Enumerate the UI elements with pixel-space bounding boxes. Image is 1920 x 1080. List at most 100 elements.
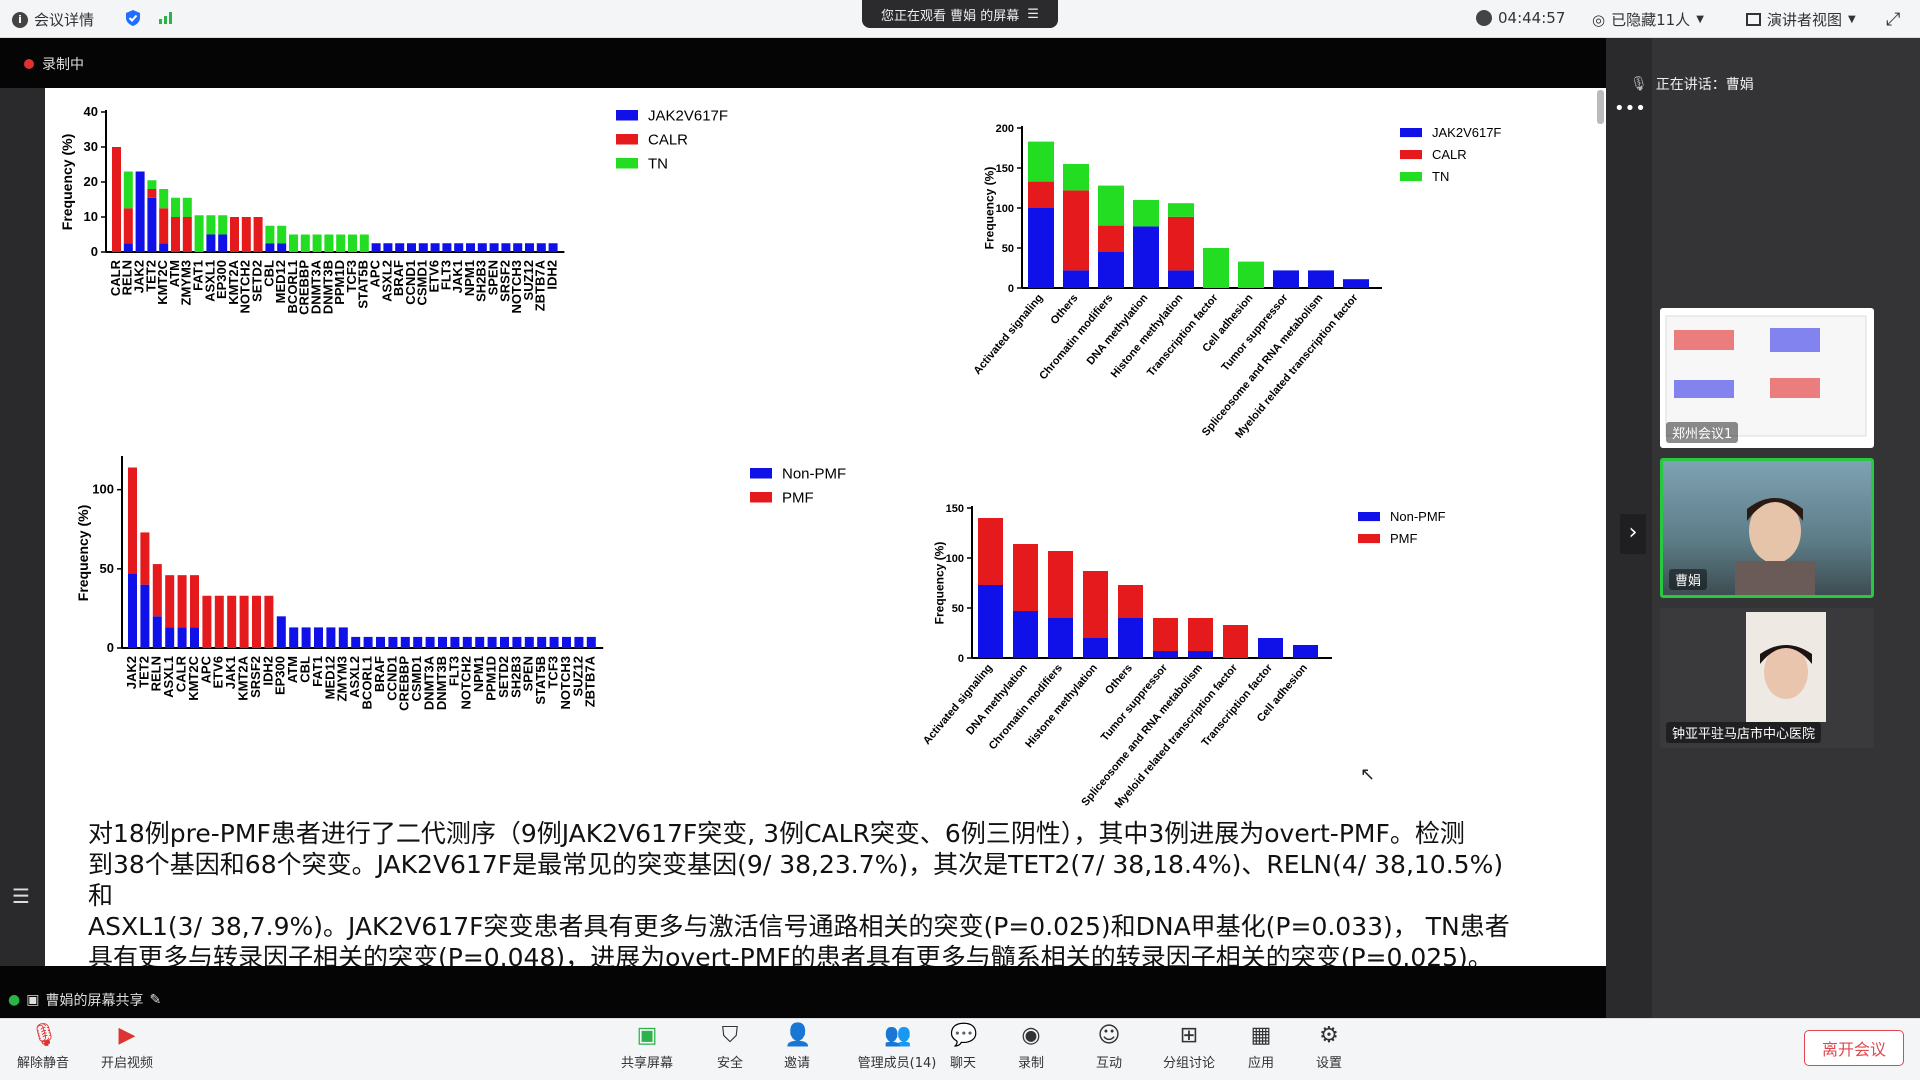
bar-segment	[218, 234, 228, 252]
participant-tile-2[interactable]: 曹娟	[1660, 458, 1874, 598]
view-mode-dropdown[interactable]: 演讲者视图 ▼	[1746, 9, 1856, 30]
bar-segment	[1098, 225, 1124, 252]
security-button[interactable]: ⛉ 安全	[695, 1023, 765, 1071]
fullscreen-icon[interactable]: ⤢	[1886, 9, 1901, 30]
menu-icon[interactable]: ☰	[1027, 6, 1039, 22]
slide-line-3: ASXL1(3/ 38,7.9%)。JAK2V617F突变患者具有更多与激活信号…	[88, 912, 1510, 941]
apps-button[interactable]: ▦ 应用	[1226, 1023, 1296, 1071]
x-tick-label: ZBTB7A	[583, 655, 598, 707]
members-button[interactable]: 👥 管理成员(14)	[842, 1023, 952, 1071]
y-tick-label: 50	[100, 561, 114, 576]
bar-segment	[466, 243, 475, 252]
x-tick-label: FLT3	[446, 656, 461, 686]
leave-meeting-button[interactable]: 离开会议	[1804, 1030, 1904, 1066]
x-tick-label: MED12	[322, 656, 337, 699]
x-tick-label: SETD2	[250, 260, 265, 302]
security-shield-icon[interactable]	[124, 9, 142, 27]
signal-icon[interactable]	[158, 9, 176, 25]
bar-segment	[475, 636, 485, 648]
x-tick-label: Others	[1103, 662, 1135, 697]
x-tick-label: NOTCH3	[509, 260, 524, 313]
bar-segment	[194, 215, 204, 252]
meeting-info-label: 会议详情	[34, 11, 95, 29]
gear-icon: ⚙	[1319, 1023, 1339, 1048]
bar-segment	[206, 234, 216, 252]
x-tick-label: SPEN	[521, 656, 536, 691]
bar-segment	[1048, 551, 1073, 618]
x-tick-label: CSMD1	[409, 656, 424, 702]
bar-segment	[1013, 611, 1038, 658]
participant-tile-3[interactable]: 钟亚平驻马店市中心医院	[1660, 608, 1874, 748]
toolbar-label: 聊天	[949, 1056, 976, 1071]
bar-segment	[147, 189, 157, 198]
chart-mutation-category-by-genotype: 0 50 100 150 200 Frequency (%) Activated signa…	[972, 123, 1502, 441]
x-tick-label: KMT2A	[226, 259, 241, 304]
x-tick-label: NOTCH3	[558, 656, 573, 709]
x-tick-label: RELN	[149, 656, 164, 691]
bar-segment	[301, 627, 311, 648]
meeting-info-button[interactable]: i 会议详情	[12, 9, 94, 30]
right-gutter: ••• ›	[1606, 38, 1652, 1018]
interact-button[interactable]: ☺ 互动	[1074, 1023, 1144, 1071]
x-tick-label: NOTCH2	[459, 656, 474, 709]
participant-video	[1746, 612, 1826, 722]
bar-segment	[214, 595, 224, 648]
x-tick-label: KMT2C	[155, 259, 170, 304]
invite-button[interactable]: 👤 邀请	[762, 1023, 832, 1071]
speaker-mic-icon: 🎙	[1630, 76, 1648, 92]
interact-icon: ☺	[1097, 1023, 1121, 1048]
participant-name: 郑州会议1	[1666, 422, 1739, 443]
y-axis-label: Frequency (%)	[59, 134, 75, 230]
share-screen-button[interactable]: ▣ 共享屏幕	[612, 1023, 682, 1071]
list-icon[interactable]: ☰	[12, 884, 30, 908]
bar-segment	[1028, 141, 1054, 182]
x-tick-label: RELN	[120, 260, 135, 295]
hidden-count-label: 已隐藏11人	[1611, 11, 1691, 29]
bar-segment	[206, 215, 216, 235]
more-icon[interactable]: •••	[1614, 98, 1646, 119]
x-tick-label: ASXL2	[347, 656, 362, 698]
bar-segment	[159, 243, 169, 252]
bar-segment	[147, 197, 157, 252]
video-button[interactable]: ▶ 开启视频	[92, 1023, 162, 1071]
toolbar-label: 录制	[1017, 1056, 1044, 1071]
x-tick-label: CCND1	[403, 260, 418, 305]
slide-scrollbar[interactable]	[1597, 90, 1604, 124]
share-status-pill[interactable]: 您正在观看 曹娟 的屏幕 ☰	[862, 0, 1058, 28]
chat-button[interactable]: 💬 聊天	[928, 1023, 998, 1071]
settings-button[interactable]: ⚙ 设置	[1294, 1023, 1364, 1071]
bar-segment	[574, 636, 584, 648]
toolbar-label: 邀请	[783, 1056, 810, 1071]
breakout-button[interactable]: ⊞ 分组讨论	[1154, 1023, 1224, 1071]
pencil-icon[interactable]: ✎	[149, 992, 162, 1008]
bar-segment	[1133, 200, 1159, 227]
bar-segment	[430, 243, 440, 252]
bar-segment	[1133, 226, 1159, 288]
x-tick-label: NPM1	[462, 260, 477, 296]
legend-label: CALR	[648, 132, 688, 149]
x-tick-label: ETV6	[211, 656, 226, 689]
y-tick-label: 40	[84, 104, 98, 119]
x-tick-label: SUZ12	[521, 260, 536, 300]
view-mode-label: 演讲者视图	[1767, 11, 1843, 29]
bar-segment	[1048, 618, 1073, 658]
x-tick-label: PPM1D	[332, 260, 347, 305]
x-tick-label: IDH2	[545, 260, 560, 290]
x-tick-label: ASXL2	[379, 260, 394, 302]
record-button[interactable]: ◉ 录制	[996, 1023, 1066, 1071]
collapse-panel-button[interactable]: ›	[1620, 514, 1646, 554]
x-tick-label: ASXL1	[202, 260, 217, 302]
hidden-participants-dropdown[interactable]: ◎ 已隐藏11人 ▼	[1592, 9, 1704, 30]
y-tick-label: 50	[1002, 243, 1014, 255]
bar-segment	[1168, 270, 1194, 288]
bar-segment	[400, 636, 410, 648]
unmute-button[interactable]: 🎙 解除静音	[8, 1023, 78, 1071]
slide-line-2: 到38个基因和68个突变。JAK2V617F是最常见的突变基因(9/ 38,23…	[88, 850, 1504, 910]
bar-segment	[438, 636, 447, 648]
bar-segment	[536, 243, 546, 252]
bar-segment	[218, 215, 228, 235]
participant-tile-1[interactable]: 郑州会议1	[1660, 308, 1874, 448]
bar-segment	[135, 171, 145, 252]
timer-label: 04:44:57	[1498, 9, 1566, 27]
